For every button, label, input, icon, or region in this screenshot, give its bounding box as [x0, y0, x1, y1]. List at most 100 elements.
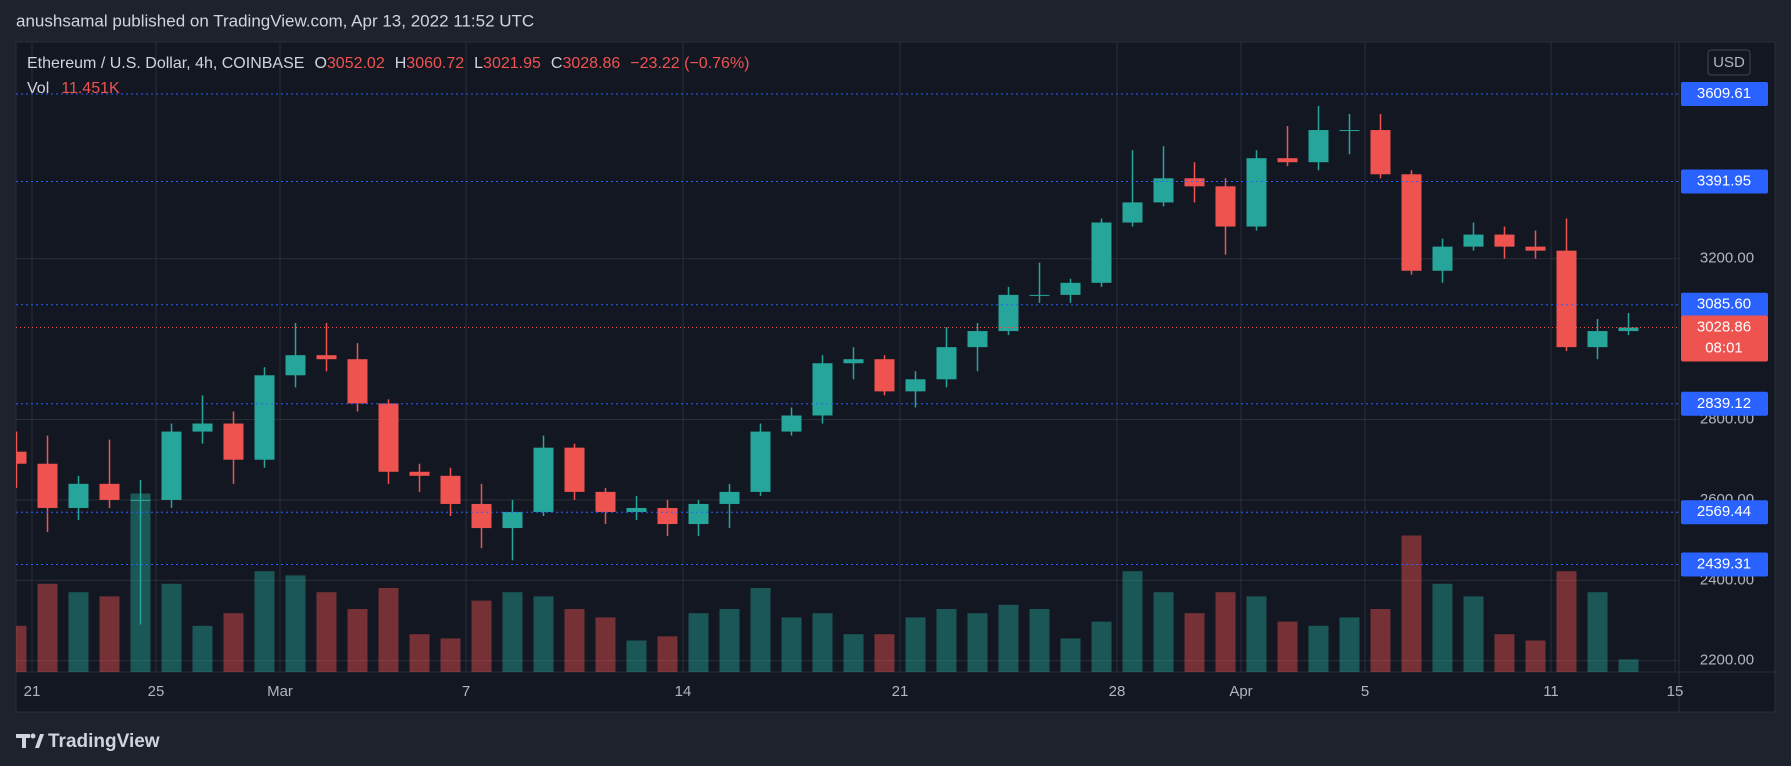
candle-body: [37, 463, 58, 508]
candle-body: [1463, 234, 1484, 247]
volume-bar: [781, 617, 802, 672]
last-price-box: [1681, 315, 1768, 362]
volume-bar: [316, 592, 337, 672]
candle-body: [843, 359, 864, 364]
candle-body: [1370, 130, 1391, 175]
candle-body: [657, 507, 678, 525]
candle-body: [1339, 130, 1360, 132]
volume-bar: [1308, 625, 1329, 672]
volume-bar: [285, 575, 306, 672]
volume-bar: [533, 596, 554, 672]
volume-bar: [1556, 571, 1577, 672]
candle-body: [812, 363, 833, 416]
candle-body: [874, 359, 895, 392]
level-label-box: [1681, 500, 1768, 525]
brand: TradingView: [48, 731, 160, 752]
volume-bar: [905, 617, 926, 672]
volume-bar: [1370, 609, 1391, 672]
candle-body: [378, 403, 399, 472]
volume-bar: [750, 588, 771, 672]
last-price-label: 3028.86: [1697, 318, 1751, 335]
currency-box[interactable]: [1707, 49, 1751, 76]
plot: [16, 93, 1679, 672]
candle-body: [1215, 186, 1236, 227]
level-label-box: [1681, 391, 1768, 416]
volume-bar: [223, 613, 244, 672]
x-tick-label: 15: [1667, 683, 1684, 700]
volume-bar: [1618, 659, 1639, 672]
volume-bar: [967, 613, 988, 672]
candle-body: [1618, 327, 1639, 332]
x-tick-label: Apr: [1229, 683, 1252, 700]
volume-bar: [564, 609, 585, 672]
open-key: O: [314, 55, 326, 72]
legend-line: Ethereum / U.S. Dollar, 4h, COINBASE O305…: [27, 55, 750, 72]
volume-legend: Vol 11.451K: [27, 80, 120, 97]
candle-body: [1401, 174, 1422, 271]
candle-body: [1494, 234, 1515, 247]
candle-body: [998, 294, 1019, 332]
chart-panel: [15, 41, 1776, 713]
candle-body: [502, 511, 523, 529]
level-label: 3391.95: [1697, 172, 1751, 189]
volume-bar: [161, 583, 182, 672]
brand-logo: [16, 733, 44, 748]
candle-body: [1587, 331, 1608, 348]
volume-bar: [812, 613, 833, 672]
close-key: C: [551, 55, 563, 72]
volume-bar: [1432, 583, 1453, 672]
volume-bar: [1525, 640, 1546, 672]
volume-bar: [626, 640, 647, 672]
candle-body: [16, 451, 27, 464]
candle-body: [719, 491, 740, 504]
candle-body: [99, 483, 120, 500]
candle-body: [1432, 246, 1453, 271]
x-tick-label: 21: [24, 683, 41, 700]
candle-body: [347, 359, 368, 404]
open-value: 3052.02: [327, 55, 385, 72]
change: −23.22 (−0.76%): [630, 55, 749, 72]
candle-body: [1308, 130, 1329, 163]
level-label-box: [1681, 169, 1768, 194]
level-label: 2569.44: [1697, 503, 1751, 520]
volume-bar: [1091, 621, 1112, 672]
volume-bar: [719, 609, 740, 672]
candle-body: [936, 347, 957, 380]
candle-body: [440, 475, 461, 504]
volume-bar: [1184, 613, 1205, 672]
candle-body: [254, 375, 275, 460]
x-tick-label: 28: [1109, 683, 1126, 700]
candle-body: [409, 471, 430, 476]
volume-value: 11.451K: [61, 80, 120, 97]
level-label: 3609.61: [1697, 85, 1751, 102]
y-tick-label: 3200.00: [1700, 250, 1754, 267]
x-tick-label: Mar: [267, 683, 293, 700]
volume-bar: [1463, 596, 1484, 672]
level-label-box: [1681, 82, 1768, 107]
x-tick-label: 11: [1543, 683, 1559, 700]
candle-body: [1556, 250, 1577, 348]
candle-body: [1091, 222, 1112, 283]
volume-bar: [1339, 617, 1360, 672]
candle-body: [1184, 178, 1205, 187]
publish-note: anushsamal published on TradingView.com,…: [16, 11, 534, 30]
candle-body: [1060, 282, 1081, 295]
volume-bar: [1246, 596, 1267, 672]
candle-body: [1029, 294, 1050, 296]
volume-bar: [1029, 609, 1050, 672]
volume-bar: [378, 588, 399, 672]
volume-bar: [936, 609, 957, 672]
candle-body: [905, 379, 926, 392]
volume-bar: [1122, 571, 1143, 672]
candle-body: [192, 423, 213, 432]
volume-bar: [688, 613, 709, 672]
volume-bar: [657, 636, 678, 672]
volume-bar: [1587, 592, 1608, 672]
candle-body: [285, 355, 306, 376]
candle-body: [626, 507, 647, 512]
candle-body: [316, 355, 337, 360]
candle-body: [1525, 246, 1546, 251]
volume-bar: [502, 592, 523, 672]
